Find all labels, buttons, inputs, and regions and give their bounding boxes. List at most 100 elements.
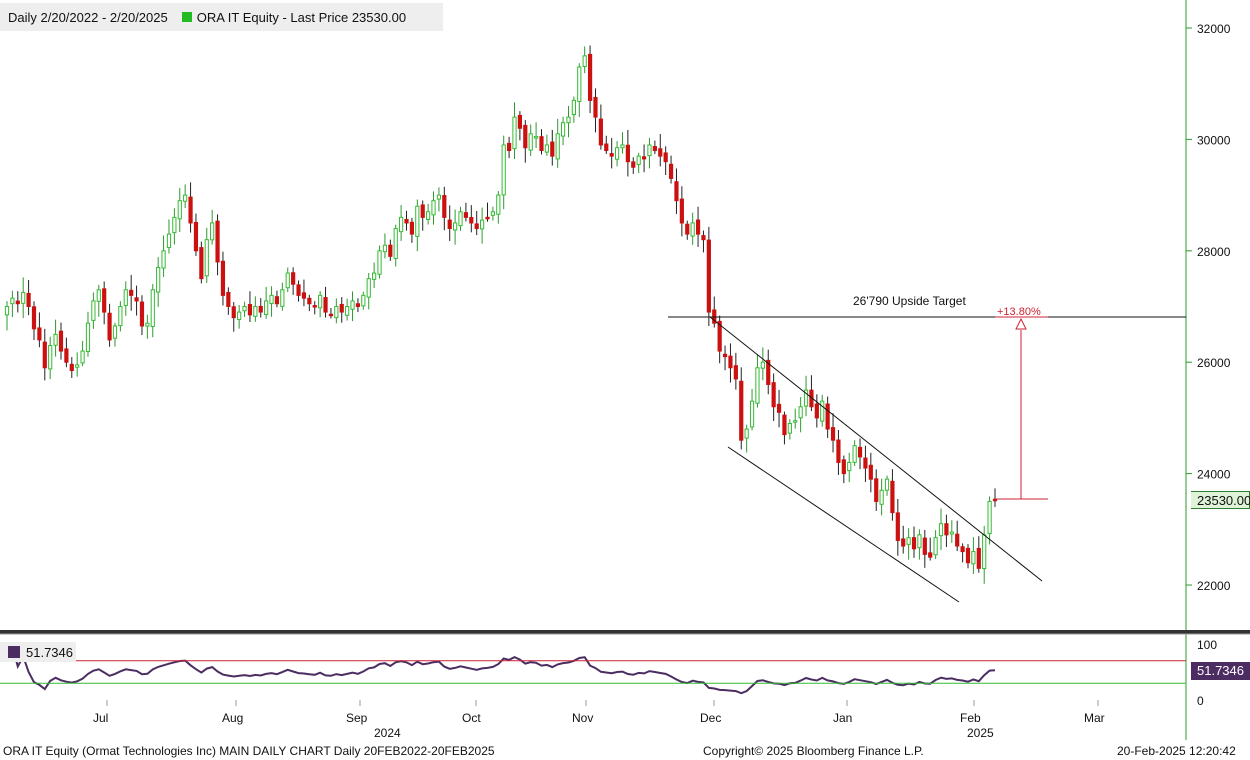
candle-down (64, 348, 69, 363)
candle-down (134, 297, 139, 302)
candle-up (285, 272, 290, 289)
candle-up (280, 289, 285, 307)
last-price-tag: 23530.00 (1191, 491, 1250, 509)
candle-down (776, 403, 782, 413)
candle-up (971, 551, 976, 565)
candle-down (685, 223, 690, 235)
candle-down (231, 306, 236, 319)
candle-down (841, 459, 846, 475)
candle-up (744, 428, 749, 439)
y-tick-label: 32000 (1197, 22, 1231, 36)
candle-down (328, 313, 334, 317)
candle-up (431, 200, 436, 216)
candle-up (787, 422, 792, 434)
candle-down (107, 312, 112, 341)
candle-up (172, 216, 177, 234)
candle-down (814, 403, 819, 419)
candle-up (614, 147, 620, 160)
rsi-swatch (8, 646, 20, 658)
candle-down (409, 221, 415, 235)
candle-up (48, 344, 53, 370)
candle-down (31, 306, 37, 330)
candle-down (668, 163, 674, 179)
candle-down (523, 124, 528, 149)
candle-down (42, 341, 47, 369)
candle-up (480, 219, 485, 230)
chart-frame (0, 0, 1250, 740)
candle-up (755, 367, 760, 404)
rsi-line (7, 645, 996, 695)
candle-up (987, 500, 992, 535)
candle-up (938, 523, 944, 537)
candle-up (690, 222, 695, 237)
candle-down (728, 355, 733, 369)
candle-up (917, 534, 922, 549)
candle-up (361, 294, 366, 307)
candle-down (960, 546, 965, 553)
candle-up (749, 400, 755, 428)
candle-up (166, 233, 172, 249)
upside-target-label: 26'790 Upside Target (853, 294, 966, 308)
candle-down (291, 272, 296, 285)
annotation-group: 26'790 Upside Target +13.80% (668, 294, 1186, 603)
candle-up (884, 478, 890, 491)
rsi-axis-label: 100 (1197, 638, 1217, 652)
candle-down (463, 212, 469, 218)
candle-down (355, 303, 361, 308)
candle-up (982, 534, 987, 570)
candle-up (528, 133, 533, 151)
candle-up (490, 211, 496, 216)
rsi-legend: 51.7346 (0, 642, 76, 662)
candle-down (199, 247, 204, 280)
candle-down (739, 380, 744, 441)
candle-up (620, 144, 625, 149)
candle-up (879, 489, 884, 505)
candle-down (766, 359, 771, 385)
candle-down (890, 480, 895, 514)
target-percent-label: +13.80% (997, 306, 1041, 318)
series-label: ORA IT Equity - Last Price 23530.00 (196, 9, 407, 25)
candle-up (75, 364, 80, 368)
rsi-value-tag: 51.7346 (1191, 662, 1250, 680)
candle-up (647, 144, 652, 157)
candle-down (674, 181, 679, 202)
candle-up (560, 122, 566, 137)
candle-down (420, 204, 425, 218)
candle-up (533, 136, 539, 139)
x-axis: Jul Aug Sep Oct Nov Dec Jan Feb Mar 2024 2025 (93, 700, 1105, 740)
candle-down (587, 53, 593, 101)
x-tick-label: Dec (700, 711, 721, 725)
candle-up (237, 311, 242, 321)
candle-down (129, 289, 134, 296)
candle-up (161, 250, 166, 269)
candle-down (102, 288, 107, 313)
candle-up (96, 289, 101, 302)
candle-down (895, 512, 900, 541)
candle-up (577, 66, 582, 102)
candle-down (593, 96, 598, 118)
x-tick-label: Oct (462, 711, 481, 725)
candle-down (609, 153, 614, 157)
candle-up (53, 333, 58, 346)
candle-down (388, 244, 393, 257)
candle-up (906, 537, 911, 545)
candle-up (458, 211, 463, 227)
candle-down (857, 446, 863, 458)
candle-down (641, 156, 647, 160)
candle-down (58, 330, 64, 352)
candle-down (663, 152, 668, 163)
y-tick-label: 24000 (1197, 468, 1231, 482)
rsi-axis-label: 0 (1197, 694, 1204, 708)
period-label: Daily 2/20/2022 - 2/20/2025 (8, 9, 168, 25)
rsi-panel: 100 0 (0, 638, 1217, 708)
candle-up (512, 116, 517, 150)
channel-lower-line (727, 446, 960, 603)
candle-up (636, 155, 641, 165)
candle-up (177, 200, 182, 220)
candle-down (955, 533, 960, 547)
candle-down (836, 439, 841, 463)
candle-up (415, 205, 420, 237)
candle-down (679, 198, 684, 224)
candle-up (112, 325, 118, 339)
